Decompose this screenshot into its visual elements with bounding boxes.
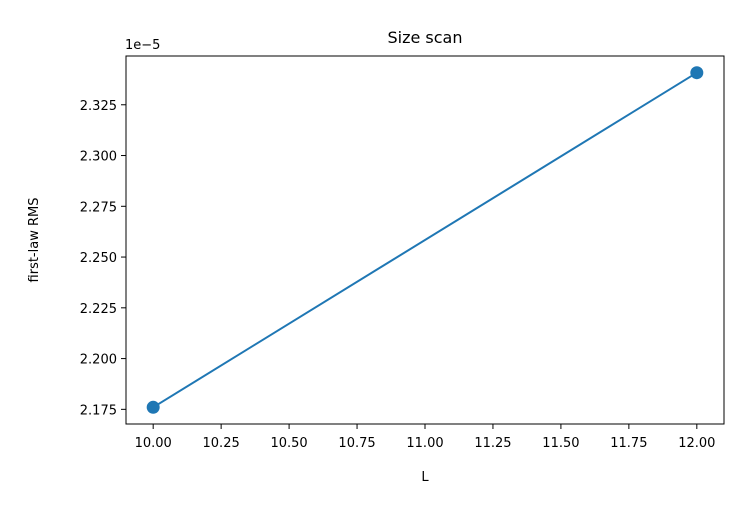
x-axis-label: L — [421, 470, 429, 485]
plot-area — [125, 55, 725, 425]
y-tick-label: 2.300 — [80, 150, 117, 165]
data-point-0 — [146, 400, 160, 414]
y-tick-label: 2.225 — [80, 302, 117, 317]
y-tick-label: 2.275 — [80, 200, 117, 215]
series-line-0 — [152, 71, 698, 409]
x-tick-label: 10.25 — [203, 436, 240, 451]
chart-title: Size scan — [387, 28, 462, 47]
x-tick-label: 11.50 — [542, 436, 579, 451]
x-tick-label: 11.25 — [474, 436, 511, 451]
x-tick-label: 11.00 — [406, 436, 443, 451]
y-offset-label: 1e−5 — [125, 38, 160, 53]
y-axis-label: first-law RMS — [27, 198, 42, 283]
x-tick-label: 10.00 — [135, 436, 172, 451]
x-axis: 10.00 10.25 10.50 10.75 11.00 11.25 11.50 11.75… — [135, 424, 715, 451]
x-tick-label: 10.50 — [270, 436, 307, 451]
y-tick-label: 2.175 — [80, 403, 117, 418]
x-tick-label: 11.75 — [610, 436, 647, 451]
data-point-1 — [690, 66, 704, 80]
y-tick-label: 2.250 — [80, 251, 117, 266]
x-tick-label: 10.75 — [338, 436, 375, 451]
x-tick-label: 12.00 — [678, 436, 715, 451]
y-tick-label: 2.325 — [80, 99, 117, 114]
y-tick-label: 2.200 — [80, 353, 117, 368]
y-axis: 2.175 2.200 2.225 2.250 2.275 2.300 2.325 — [80, 99, 126, 418]
